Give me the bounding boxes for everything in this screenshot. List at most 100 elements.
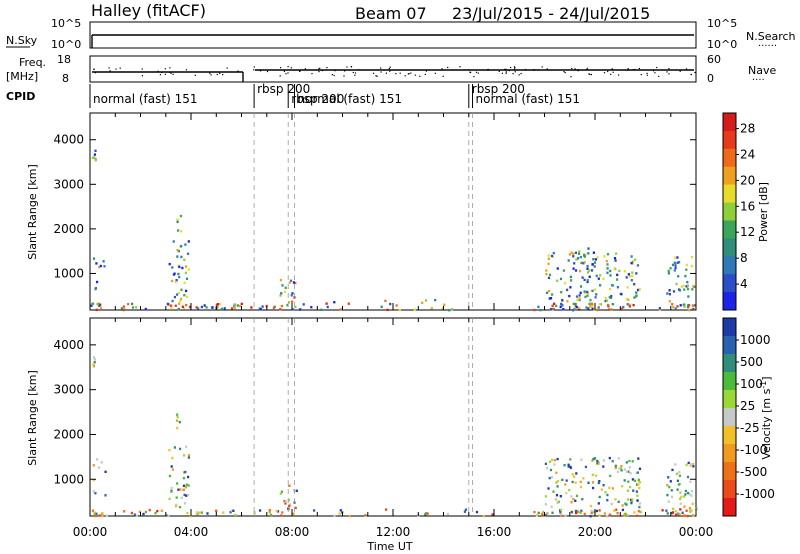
scatter-cell <box>610 284 614 287</box>
scatter-cell <box>570 251 573 254</box>
scatter-cell <box>620 465 623 468</box>
scatter-cell <box>548 273 552 277</box>
scatter-cell <box>687 491 690 495</box>
nave-dot <box>638 67 640 70</box>
scatter-cell <box>160 509 163 512</box>
nave-dot <box>259 69 261 71</box>
scatter-cell <box>180 288 183 291</box>
scatter-cell <box>586 264 589 268</box>
scatter-cell <box>578 298 581 302</box>
nave-dot <box>611 69 613 71</box>
scatter-cell <box>184 470 187 474</box>
colorbar-segment <box>723 408 736 427</box>
scatter-cell <box>593 457 596 460</box>
scatter-cell <box>94 514 97 518</box>
scatter-cell <box>424 299 428 302</box>
scatter-cell <box>533 510 536 514</box>
scatter-cell <box>272 306 275 310</box>
scatter-cell <box>595 474 598 477</box>
scatter-cell <box>572 255 575 258</box>
nave-dot <box>194 74 196 76</box>
scatter-cell <box>621 485 624 488</box>
nave-dot <box>434 72 436 74</box>
scatter-cell <box>627 298 630 301</box>
nave-dot <box>266 70 269 73</box>
colorbar-segment <box>723 462 736 481</box>
scatter-cell <box>626 513 629 517</box>
scatter-cell <box>575 306 578 309</box>
nave-dot <box>546 68 548 70</box>
scatter-cell <box>573 262 576 265</box>
scatter-cell <box>638 467 642 470</box>
scatter-cell <box>94 492 97 495</box>
scatter-cell <box>690 255 694 259</box>
scatter-cell <box>90 304 93 307</box>
scatter-cell <box>666 493 669 497</box>
scatter-cell <box>398 308 401 312</box>
scatter-cell <box>617 500 620 503</box>
nave-dot <box>170 72 172 74</box>
scatter-cell <box>339 509 342 512</box>
nave-dot <box>141 68 143 70</box>
scatter-cell <box>104 494 107 497</box>
scatter-cell <box>584 295 587 299</box>
nave-dot <box>520 73 522 75</box>
scatter-cell <box>597 306 600 309</box>
scatter-cell <box>608 456 611 460</box>
scatter-cell <box>634 258 637 261</box>
nave-dot <box>344 70 346 72</box>
nave-dot <box>505 69 507 71</box>
nave-dot <box>304 68 306 70</box>
scatter-cell <box>177 488 180 491</box>
scatter-cell <box>688 509 691 512</box>
scatter-cell <box>591 307 594 311</box>
scatter-cell <box>679 497 682 501</box>
colorbar-segment <box>723 498 736 517</box>
scatter-cell <box>541 512 544 515</box>
scatter-cell <box>91 156 94 160</box>
y-tick-label: 2000 <box>53 222 84 236</box>
scatter-cell <box>178 302 181 305</box>
scatter-cell <box>629 485 632 489</box>
power-y-ticks: 1000 2000 3000 4000 <box>53 113 697 310</box>
scatter-cell <box>180 496 183 500</box>
nave-dot <box>326 67 328 69</box>
scatter-cell <box>687 461 690 465</box>
scatter-cell <box>177 307 180 311</box>
scatter-cell <box>586 267 589 270</box>
nave-dot <box>646 74 648 76</box>
nave-dot <box>504 68 506 70</box>
nave-dot <box>299 70 301 72</box>
scatter-cell <box>628 459 631 463</box>
scatter-cell <box>599 274 602 277</box>
scatter-cell <box>607 307 610 310</box>
scatter-cell <box>575 472 578 475</box>
scatter-cell <box>627 470 630 473</box>
scatter-cell <box>168 262 171 266</box>
scatter-cell <box>687 308 690 312</box>
scatter-cell <box>288 503 291 506</box>
colorbar-unit-rest: ] <box>760 376 773 380</box>
colorbar-segment <box>723 318 736 337</box>
scatter-cell <box>661 509 664 512</box>
scatter-cell <box>602 459 605 462</box>
scatter-cell <box>574 481 577 484</box>
nave-dot <box>93 68 95 70</box>
scatter-cell <box>545 291 549 294</box>
scatter-cell <box>597 277 600 280</box>
scatter-cell <box>284 500 287 503</box>
scatter-cell <box>180 255 183 259</box>
scatter-cell <box>475 510 479 514</box>
scatter-cell <box>574 509 577 513</box>
scatter-cell <box>631 260 634 263</box>
scatter-cell <box>105 514 108 517</box>
nave-dot <box>447 66 449 69</box>
scatter-cell <box>631 460 634 463</box>
scatter-cell <box>101 514 104 518</box>
scatter-cell <box>681 511 684 514</box>
beam-label: Beam 07 <box>355 4 427 23</box>
nave-label: Nave <box>748 64 776 77</box>
scatter-cell <box>635 272 638 275</box>
colorbar-tick-label: 25 <box>740 399 755 413</box>
scatter-cell <box>687 295 690 298</box>
